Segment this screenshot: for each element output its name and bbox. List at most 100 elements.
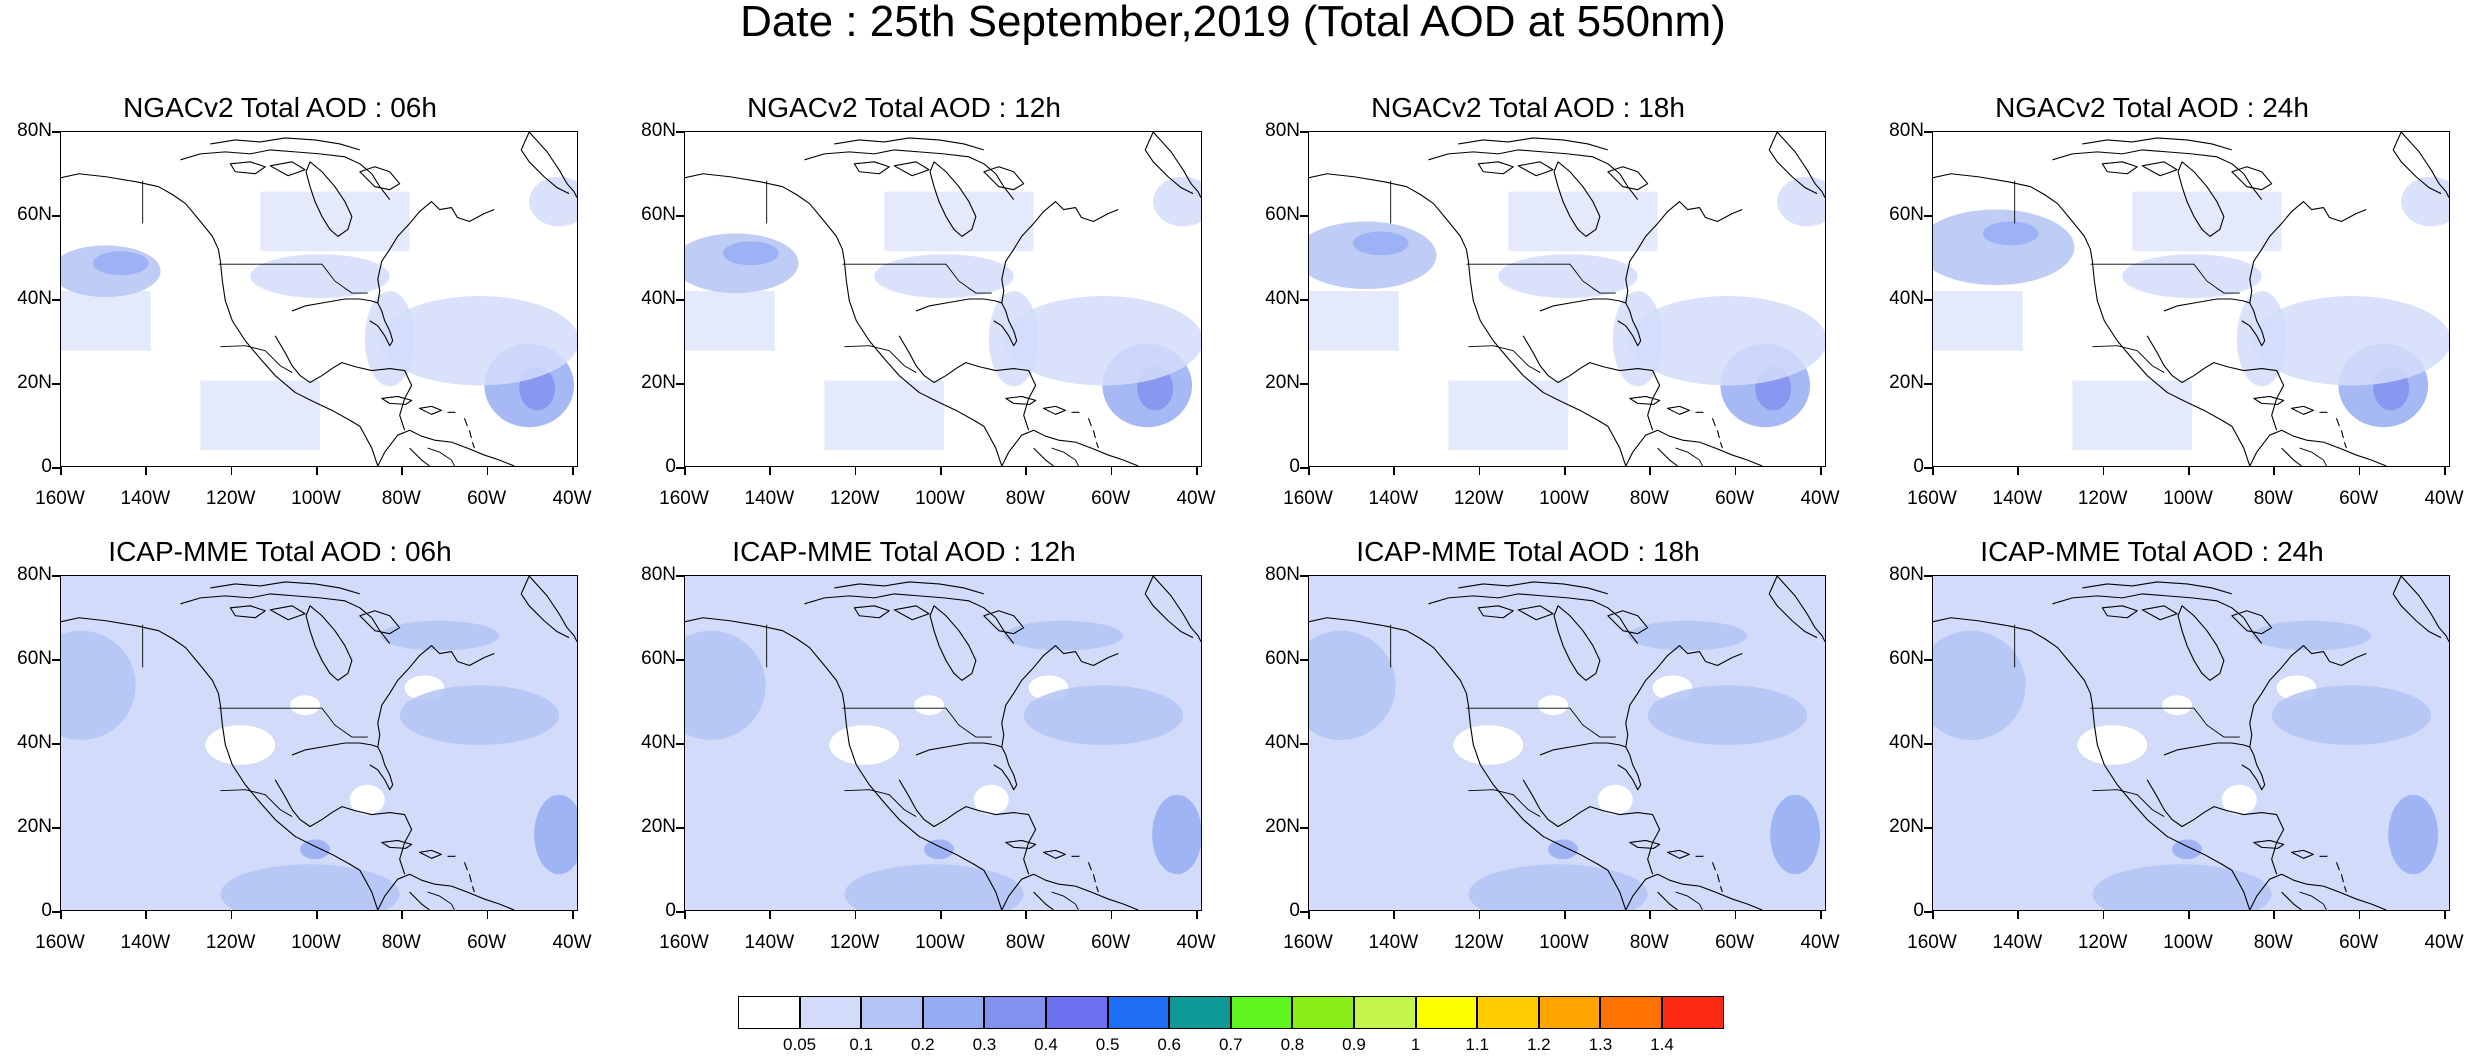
lat-tick-label: 60N [1889, 204, 1924, 225]
lon-tick-mark [1308, 467, 1310, 475]
lat-tick-mark [52, 743, 60, 745]
map-frame [60, 131, 578, 467]
lat-tick-label: 40N [1265, 288, 1300, 309]
lon-tick-mark [1649, 467, 1651, 475]
map-frame [1932, 575, 2450, 911]
lon-tick-label: 140W [744, 488, 795, 509]
lon-tick-label: 60W [1091, 932, 1131, 953]
lon-tick-mark [572, 467, 574, 475]
colorbar-cell [922, 996, 985, 1029]
lon-tick-mark [316, 467, 318, 475]
lon-tick-label: 80W [1005, 932, 1045, 953]
lon-tick-label: 140W [1992, 488, 2043, 509]
lon-tick-label: 120W [829, 488, 880, 509]
lon-tick-mark [1025, 467, 1027, 475]
colorbar-label: 0.4 [1034, 1035, 1058, 1054]
lon-tick-mark [1393, 911, 1395, 919]
lon-tick-mark [2273, 911, 2275, 919]
aod-plume [1770, 794, 1821, 875]
lat-tick-mark [1300, 131, 1308, 133]
lon-tick-label: 40W [552, 488, 592, 509]
lon-tick-mark [2358, 911, 2361, 919]
lon-tick-label: 140W [1368, 488, 1419, 509]
lon-tick-label: 60W [1091, 488, 1131, 509]
lat-tick-mark [1924, 131, 1932, 133]
colorbar-label: 0.05 [783, 1035, 817, 1054]
aod-plume [379, 296, 577, 386]
lon-tick-label: 120W [1453, 488, 1504, 509]
lon-tick-label: 140W [744, 932, 795, 953]
aod-plume [874, 254, 1014, 299]
colorbar-label: 0.2 [910, 1035, 935, 1054]
map-panel: ICAP-MME Total AOD : 24h 80N 60N 40N 20N 0 160… [1872, 537, 2463, 987]
map-frame [60, 575, 578, 911]
lon-tick-mark [316, 911, 318, 919]
map-frame [1308, 131, 1826, 467]
colorbar-cell [1107, 996, 1170, 1029]
lat-tick-label: 40N [1265, 732, 1300, 753]
aod-field [1309, 576, 1825, 910]
map-panel: NGACv2 Total AOD : 18h 80N 60N 40N 20N 0 160W 1… [1248, 93, 1839, 543]
lat-tick-label: 0 [665, 900, 676, 921]
lon-tick-label: 60W [1715, 488, 1755, 509]
lat-tick-label: 40N [641, 288, 676, 309]
aod-plume [1468, 864, 1648, 910]
aod-plume [2388, 794, 2439, 875]
map-frame [684, 575, 1202, 911]
lon-tick-mark [684, 911, 686, 919]
lat-tick-label: 80N [17, 564, 52, 585]
lat-tick-mark [676, 131, 684, 133]
lon-tick-label: 120W [829, 932, 880, 953]
lat-tick-label: 40N [641, 732, 676, 753]
lat-tick-label: 40N [1889, 288, 1924, 309]
aod-plume [250, 254, 390, 299]
lon-tick-label: 40W [1176, 932, 1216, 953]
lat-tick-mark [1924, 467, 1932, 469]
lat-tick-label: 0 [1289, 900, 1300, 921]
lat-tick-mark [676, 467, 684, 469]
lat-tick-label: 20N [1265, 816, 1300, 837]
lon-tick-mark [940, 911, 942, 919]
lon-tick-label: 80W [1629, 932, 1669, 953]
lon-tick-label: 80W [2253, 488, 2293, 509]
lon-tick-label: 160W [1907, 932, 1957, 953]
lon-tick-mark [145, 911, 147, 919]
lon-tick-mark [854, 911, 857, 919]
lat-tick-mark [52, 215, 60, 217]
lon-tick-mark [2017, 467, 2019, 475]
lat-tick-mark [52, 575, 60, 577]
map-frame [684, 131, 1202, 467]
lon-tick-mark [486, 467, 489, 475]
lon-tick-label: 140W [120, 488, 171, 509]
lon-tick-mark [1564, 467, 1566, 475]
lon-tick-mark [940, 467, 942, 475]
lat-tick-label: 0 [41, 900, 52, 921]
lat-tick-mark [1300, 575, 1308, 577]
lat-tick-label: 60N [1265, 648, 1300, 669]
lat-tick-mark [52, 827, 60, 829]
lat-tick-mark [1924, 911, 1932, 913]
lat-tick-label: 60N [641, 648, 676, 669]
lat-tick-mark [1924, 743, 1932, 745]
aod-plume [2401, 176, 2449, 227]
lat-tick-label: 20N [1265, 372, 1300, 393]
lon-tick-label: 60W [2339, 488, 2379, 509]
map-panel: NGACv2 Total AOD : 24h 80N 60N 40N 20N 0 160W 1… [1872, 93, 2463, 543]
lon-tick-mark [230, 911, 233, 919]
aod-plume [300, 839, 330, 860]
lon-tick-mark [1734, 467, 1737, 475]
lat-tick-label: 80N [1889, 120, 1924, 141]
colorbar-label: 1.4 [1650, 1035, 1674, 1054]
lon-tick-label: 160W [659, 488, 709, 509]
aod-plume [1777, 176, 1825, 227]
lat-tick-label: 0 [41, 456, 52, 477]
panel-title: NGACv2 Total AOD : 12h [747, 92, 1061, 123]
lon-tick-mark [572, 911, 574, 919]
lon-tick-mark [1025, 911, 1027, 919]
aod-plume [92, 251, 149, 276]
colorbar-label: 0.6 [1157, 1035, 1181, 1054]
lon-tick-mark [1649, 911, 1651, 919]
aod-plume [2251, 620, 2372, 651]
map-panel: ICAP-MME Total AOD : 18h 80N 60N 40N 20N 0 160… [1248, 537, 1839, 987]
lon-tick-mark [684, 467, 686, 475]
